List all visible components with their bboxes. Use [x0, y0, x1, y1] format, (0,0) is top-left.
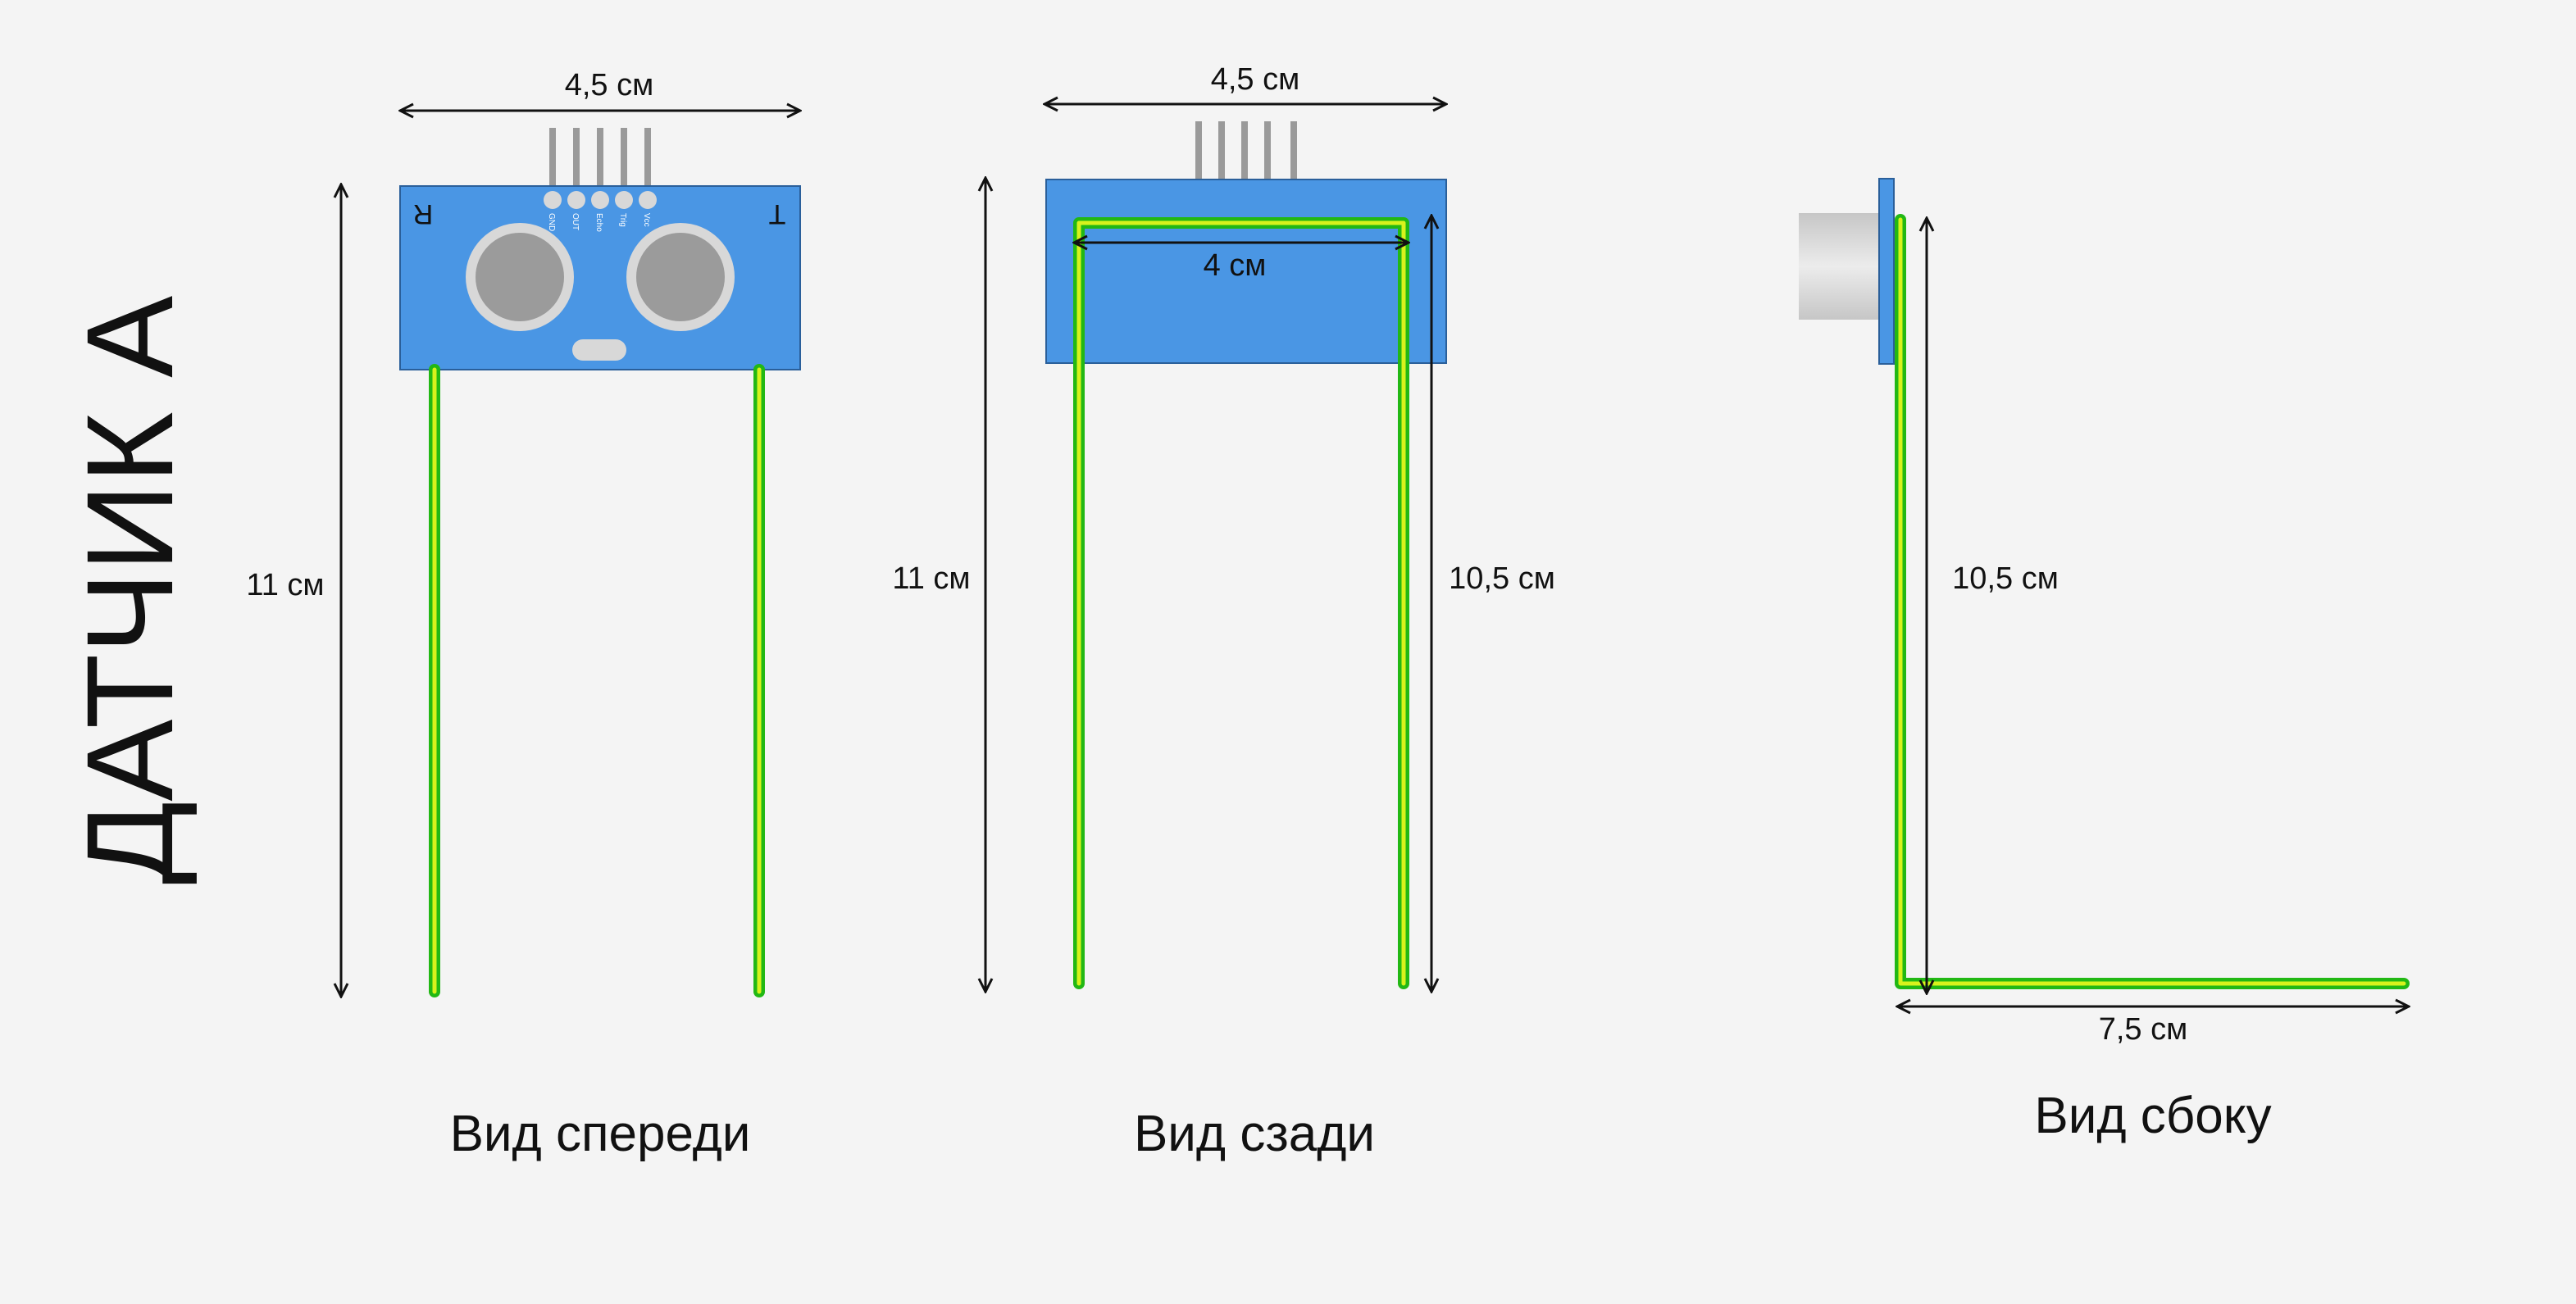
back-view-caption: Вид сзади — [1134, 1106, 1375, 1162]
front-board-t-mark: T — [769, 198, 786, 229]
side-wire-l — [1895, 214, 2410, 989]
back-height-label: 11 см — [892, 561, 970, 596]
front-view-caption: Вид спереди — [450, 1106, 751, 1162]
front-board-r-mark: R — [413, 198, 434, 229]
side-view-caption: Вид сбоку — [2034, 1088, 2271, 1144]
side-base-length-label: 7,5 см — [2099, 1012, 2188, 1047]
back-view: 4,5 см 4 см 11 см 10,5 см Вид сзади — [892, 62, 1554, 1162]
pin-label-gnd: GND — [547, 213, 556, 231]
front-height-label: 11 см — [246, 568, 324, 602]
pin-label-trig: Trig — [618, 213, 627, 227]
front-pins — [549, 128, 651, 187]
side-view: 10,5 см 7,5 см Вид сбоку — [1799, 178, 2410, 1144]
front-view: 4,5 см R T GND OUT Echo Trig Vcc — [246, 68, 800, 1162]
pin-label-vcc: Vcc — [642, 213, 651, 227]
side-sensor-board — [1878, 178, 1895, 365]
front-transducer-left — [466, 223, 574, 331]
pin-label-echo: Echo — [594, 213, 603, 232]
diagram-title: ДАТЧИК А — [61, 296, 198, 884]
back-wire-u — [1073, 217, 1409, 989]
side-transducer — [1799, 213, 1881, 320]
pin-label-out: OUT — [571, 213, 580, 230]
back-wire-height-label: 10,5 см — [1449, 561, 1555, 596]
front-width-label: 4,5 см — [565, 68, 654, 102]
back-sensor-board — [1045, 179, 1447, 364]
front-pin-pads — [544, 191, 657, 209]
back-inner-width-label: 4 см — [1204, 248, 1267, 283]
side-wire-height-label: 10,5 см — [1952, 561, 2059, 596]
front-crystal — [572, 339, 626, 361]
front-transducer-right — [626, 223, 735, 331]
back-width-label: 4,5 см — [1211, 62, 1300, 97]
